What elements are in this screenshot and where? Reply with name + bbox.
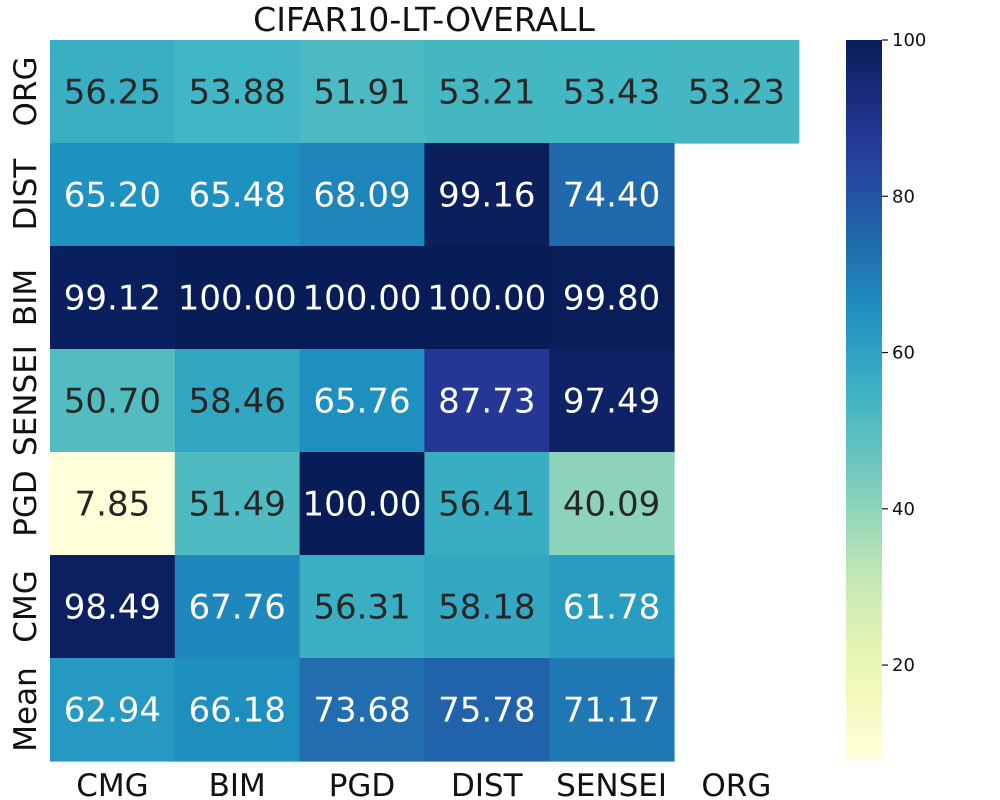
colorbar-tick-label: 80	[892, 186, 915, 207]
heatmap-cell	[424, 40, 550, 144]
cell-value-label: 50.70	[64, 382, 161, 422]
heatmap-cell	[174, 349, 301, 453]
y-tick-label: PGD	[8, 470, 44, 537]
cell-value-label: 99.12	[64, 279, 161, 319]
heatmap-cell	[299, 349, 425, 453]
heatmap-cell	[549, 246, 675, 350]
cell-value-label: 56.31	[313, 588, 410, 628]
x-tick-label: SENSEI	[556, 768, 667, 800]
cell-value-label: 74.40	[563, 176, 660, 216]
heatmap-cell	[174, 246, 301, 350]
cell-value-label: 56.41	[438, 485, 535, 525]
cell-value-label: 53.43	[563, 73, 660, 113]
x-axis-tick-labels: CMG BIM PGD DIST SENSEI ORG	[76, 768, 771, 800]
x-tick-label: CMG	[76, 768, 148, 800]
x-tick-label: DIST	[451, 768, 524, 800]
cell-value-label: 65.20	[64, 176, 161, 216]
y-tick-label: ORG	[8, 57, 44, 127]
cell-value-label: 65.76	[313, 382, 410, 422]
heatmap-cell	[50, 658, 176, 762]
cell-value-label: 53.23	[688, 73, 785, 113]
y-tick-label: Mean	[8, 667, 44, 751]
cell-value-label: 100.00	[303, 485, 422, 525]
colorbar-tick-label: 40	[892, 499, 915, 520]
cell-value-label: 100.00	[427, 279, 546, 319]
cell-value-label: 62.94	[64, 691, 161, 731]
cell-value-label: 67.76	[189, 588, 286, 628]
cell-value-label: 100.00	[178, 279, 297, 319]
cell-value-label: 99.80	[563, 279, 660, 319]
y-tick-label: CMG	[8, 570, 44, 642]
heatmap-cell	[299, 143, 425, 247]
heatmap-cell	[299, 658, 425, 762]
cell-value-label: 58.46	[189, 382, 286, 422]
heatmap-cell	[299, 452, 425, 556]
cell-value-label: 97.49	[563, 382, 660, 422]
y-tick-label: BIM	[8, 269, 44, 326]
cell-value-label: 87.73	[438, 382, 535, 422]
y-axis-tick-labels: ORG DIST BIM SENSEI PGD CMG Mean	[8, 57, 44, 752]
heatmap-cell	[50, 349, 176, 453]
cell-value-label: 65.48	[189, 176, 286, 216]
heatmap-cell	[424, 143, 550, 247]
cell-value-label: 66.18	[189, 691, 286, 731]
cell-value-label: 100.00	[303, 279, 422, 319]
y-tick-label: SENSEI	[8, 345, 44, 456]
cell-value-label: 99.16	[438, 176, 535, 216]
heatmap-cell	[299, 555, 425, 659]
x-tick-label: ORG	[701, 768, 771, 800]
cell-value-label: 51.91	[313, 73, 410, 113]
chart-title: CIFAR10-LT-OVERALL	[253, 0, 595, 39]
heatmap-cell	[174, 40, 301, 144]
heatmap-cell	[174, 555, 301, 659]
colorbar-gradient	[846, 40, 882, 760]
cell-value-label: 68.09	[313, 176, 410, 216]
heatmap-cell	[50, 452, 176, 556]
heatmap-cell	[424, 452, 550, 556]
y-tick-label: DIST	[8, 158, 44, 231]
cell-value-label: 51.49	[189, 485, 286, 525]
colorbar: 20 40 60 80 100	[846, 30, 926, 760]
heatmap-cell	[424, 349, 550, 453]
heatmap-cell	[174, 658, 301, 762]
heatmap-cell	[549, 555, 675, 659]
cell-value-label: 61.78	[563, 588, 660, 628]
heatmap-cell	[424, 246, 550, 350]
cell-value-label: 71.17	[563, 691, 660, 731]
x-tick-label: PGD	[329, 768, 396, 800]
heatmap-cell	[424, 658, 550, 762]
heatmap-cell	[674, 40, 800, 144]
heatmap-cell	[50, 40, 176, 144]
heatmap-cell	[174, 143, 301, 247]
heatmap-cell	[549, 452, 675, 556]
cell-value-label: 73.68	[313, 691, 410, 731]
cell-value-label: 53.88	[189, 73, 286, 113]
heatmap-cell	[299, 246, 425, 350]
heatmap-cell	[174, 452, 301, 556]
heatmap-cell	[549, 349, 675, 453]
heatmap-cell	[50, 143, 176, 247]
cell-value-label: 40.09	[563, 485, 660, 525]
cell-value-label: 7.85	[75, 485, 151, 525]
cell-value-label: 58.18	[438, 588, 535, 628]
heatmap-cell	[50, 555, 176, 659]
heatmap-cell	[50, 246, 176, 350]
heatmap-cell	[549, 658, 675, 762]
colorbar-tick-label: 100	[892, 30, 926, 51]
heatmap-cell	[549, 143, 675, 247]
heatmap-cell	[424, 555, 550, 659]
cell-value-label: 56.25	[64, 73, 161, 113]
colorbar-tick-label: 60	[892, 343, 915, 364]
cell-value-label: 75.78	[438, 691, 535, 731]
heatmap-cell	[299, 40, 425, 144]
cell-value-label: 53.21	[438, 73, 535, 113]
cell-value-label: 98.49	[64, 588, 161, 628]
x-tick-label: BIM	[209, 768, 266, 800]
heatmap-cells: 56.25 53.88 51.91 53.21 53.43 53.23 65.20 65.48…	[50, 40, 800, 762]
heatmap-cell	[549, 40, 675, 144]
colorbar-tick-label: 20	[892, 655, 915, 676]
